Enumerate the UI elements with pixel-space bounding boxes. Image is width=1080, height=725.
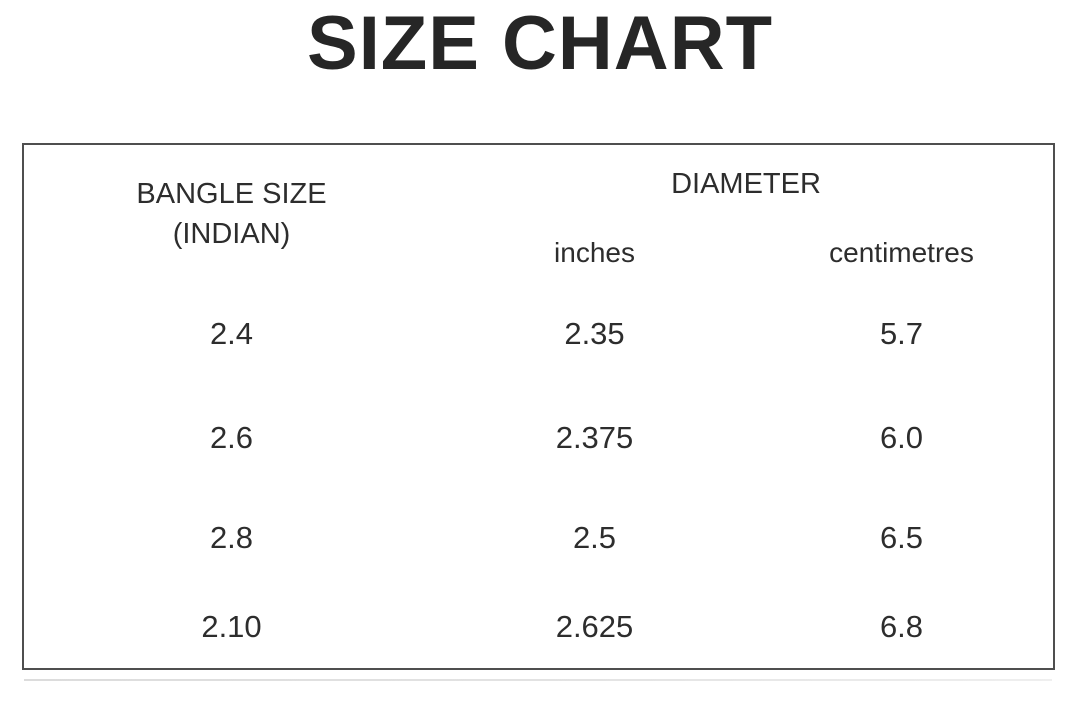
bangle-size-label-line2: (INDIAN) — [172, 217, 291, 250]
table-row: 2.8 2.5 6.5 — [23, 491, 1054, 585]
table-bottom-shadow-line — [24, 679, 1052, 681]
cell-centimetres: 5.7 — [879, 315, 924, 351]
cell-centimetres: 6.5 — [879, 520, 924, 555]
cell-inches: 2.35 — [564, 315, 625, 351]
cell-bangle-size: 2.4 — [209, 315, 254, 351]
cell-inches: 2.375 — [555, 420, 634, 455]
cell-bangle-size: 2.8 — [209, 520, 254, 555]
column-group-header-diameter: DIAMETER — [671, 167, 821, 200]
header-row-subunits: inches centimetres — [23, 223, 1054, 282]
table-row: 2.4 2.35 5.7 — [23, 282, 1054, 385]
column-header-centimetres: centimetres — [829, 236, 974, 268]
table-row: 2.10 2.625 6.8 — [23, 585, 1054, 669]
cell-bangle-size: 2.10 — [201, 608, 262, 644]
size-chart-table: BANGLE SIZE (INDIAN) DIAMETER inches cen… — [22, 143, 1055, 670]
bangle-size-label-line1: BANGLE SIZE — [136, 177, 327, 210]
page-title: SIZE CHART — [307, 1, 773, 86]
cell-centimetres: 6.0 — [879, 420, 924, 455]
cell-bangle-size: 2.6 — [209, 420, 254, 455]
cell-centimetres: 6.8 — [879, 608, 924, 644]
column-header-bangle-size: BANGLE SIZE (INDIAN) — [23, 144, 439, 282]
cell-inches: 2.625 — [555, 608, 634, 644]
table-row: 2.6 2.375 6.0 — [23, 385, 1054, 491]
cell-inches: 2.5 — [572, 520, 617, 555]
header-row-group: BANGLE SIZE (INDIAN) DIAMETER — [23, 144, 1054, 250]
column-header-inches: inches — [554, 236, 635, 268]
